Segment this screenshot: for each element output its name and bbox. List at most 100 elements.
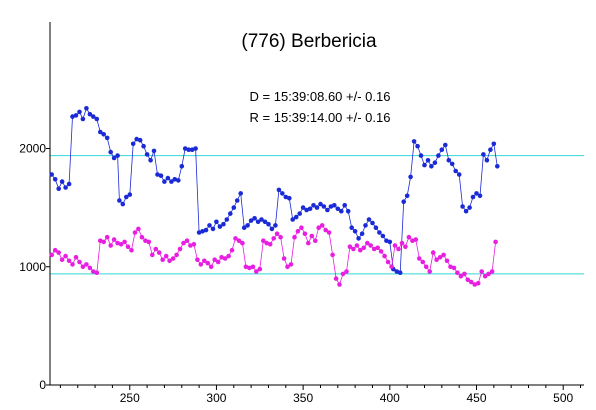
chart-title: (776) Berbericia <box>241 31 377 52</box>
series-2-point <box>493 239 498 245</box>
series-1-point <box>196 230 202 235</box>
series-2-point <box>202 258 207 264</box>
series-2-point <box>385 259 391 265</box>
series-2-point <box>396 246 401 252</box>
series-2-point <box>267 242 273 247</box>
series-1-point <box>248 218 254 223</box>
series-2-point <box>448 264 453 270</box>
series-2-point <box>233 236 238 241</box>
series-1-point <box>120 201 126 207</box>
series-1-point <box>137 137 143 143</box>
series-1-point <box>443 142 448 148</box>
series-2-point <box>108 243 113 248</box>
series-1-point <box>370 220 375 226</box>
series-1-point <box>436 153 441 158</box>
series-1-point <box>134 136 139 142</box>
series-2-point <box>257 266 263 272</box>
series-2-point <box>413 237 419 242</box>
series-2-point <box>70 262 75 267</box>
series-1-point <box>311 203 316 208</box>
series-1-point <box>117 198 122 203</box>
reference-lines <box>50 155 584 275</box>
series-2-point <box>371 246 377 252</box>
series-2-point <box>285 264 290 270</box>
series-2-point <box>181 240 186 246</box>
series-1-point <box>238 191 243 196</box>
series-1-point <box>182 146 188 151</box>
series-1-point <box>290 217 296 222</box>
series-2-point <box>406 234 412 240</box>
series-2-point <box>84 262 89 267</box>
series-1-point <box>335 206 341 212</box>
series-2-point <box>344 269 349 274</box>
series-2-point <box>170 256 176 261</box>
series-2-point <box>475 281 481 286</box>
series-1-point <box>439 147 445 152</box>
series-1-point <box>73 113 79 118</box>
series-2-point <box>368 243 374 248</box>
series-1-point <box>404 193 410 199</box>
series-2-point <box>240 240 245 246</box>
series-1-point <box>345 208 351 214</box>
series-2-point <box>59 257 65 263</box>
series-1-point <box>304 207 309 213</box>
series-2-point <box>226 253 231 259</box>
series-1-point <box>151 148 157 154</box>
series-2-point <box>462 271 467 277</box>
series-2-point <box>375 245 381 251</box>
series-2-point <box>295 229 301 234</box>
series-2-point <box>243 264 249 270</box>
series-1-point <box>415 143 420 149</box>
series-2-point <box>430 250 436 255</box>
x-tick-label: 300 <box>206 391 226 405</box>
series-1-point <box>349 225 355 230</box>
series-1-point <box>477 193 483 199</box>
series-2-point <box>278 234 283 240</box>
series-1-point <box>214 219 219 225</box>
series-2-point <box>56 250 61 255</box>
series-2-point <box>212 257 217 263</box>
series-2-point <box>316 225 322 230</box>
y-tick-label: 2000 <box>19 142 46 156</box>
series-1-point <box>130 141 136 147</box>
series-1-point <box>94 116 100 122</box>
series-1-point <box>49 172 54 177</box>
series-2-point <box>288 262 294 267</box>
series-1-point <box>467 205 472 210</box>
series-2-point <box>479 269 485 274</box>
series-2-point <box>118 242 124 247</box>
series-1-point <box>491 141 497 147</box>
series-1-point <box>356 236 361 241</box>
series-1-point <box>80 116 86 122</box>
series-2-point <box>198 262 204 267</box>
series-2-point <box>465 277 471 283</box>
x-tick-label: 500 <box>553 391 573 405</box>
series-2-point <box>313 238 318 243</box>
series-1-point <box>332 203 337 208</box>
series-1-point <box>425 158 431 163</box>
series-1-point <box>463 208 469 214</box>
series-1-point <box>418 153 424 158</box>
series-1-point <box>397 270 403 276</box>
series-1-point <box>446 158 452 163</box>
series-1-point <box>179 164 185 169</box>
series-2-point <box>306 240 311 246</box>
series-1-point <box>387 239 393 245</box>
y-tick-label: 0 <box>39 378 46 392</box>
series-2-point <box>94 270 100 276</box>
series-2-point <box>139 234 145 240</box>
series-2-point <box>382 253 387 259</box>
series-2-point <box>236 238 242 243</box>
series-1-point <box>255 219 261 225</box>
series-2-point <box>292 234 297 240</box>
series-2-point <box>437 254 443 260</box>
series-2-point <box>271 236 277 241</box>
series-1-point <box>283 194 289 200</box>
series-1-point <box>273 223 278 228</box>
series-1-point <box>422 162 427 168</box>
series-1-point <box>474 191 479 196</box>
series-1-point <box>432 160 438 165</box>
series-2-point <box>358 247 363 253</box>
series-1-point <box>470 194 476 200</box>
series-1-point <box>484 158 490 163</box>
